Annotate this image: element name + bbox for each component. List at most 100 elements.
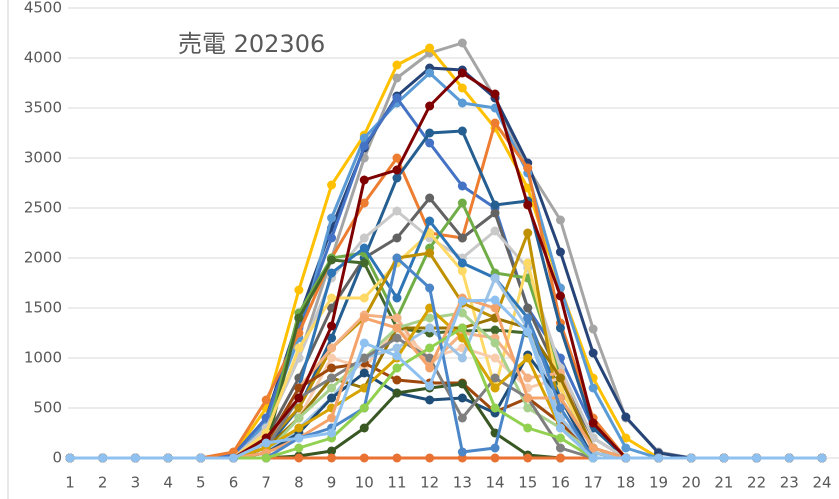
y-tick-label: 2500 [24,199,62,217]
data-point [392,363,402,373]
data-point [490,325,500,335]
data-point [98,453,108,463]
x-tick-label: 11 [387,474,406,492]
data-point [523,313,533,323]
data-point [359,403,369,413]
data-point [327,255,337,265]
x-tick-label: 9 [327,474,337,492]
data-point [228,453,238,463]
data-point [327,428,337,438]
x-tick-label: 4 [163,474,173,492]
data-point [425,313,435,323]
data-point [457,258,467,268]
data-point [392,343,402,353]
data-point [752,453,762,463]
data-point [327,293,337,303]
data-point [588,348,598,358]
data-point [327,393,337,403]
data-point [425,248,435,258]
data-point [457,68,467,78]
data-point [130,453,140,463]
data-point [555,423,565,433]
data-point [490,295,500,305]
data-point [327,321,337,331]
data-point [555,323,565,333]
data-point [294,285,304,295]
data-point [621,443,631,453]
data-point [523,327,533,337]
data-point [425,193,435,203]
x-tick-label: 16 [551,474,570,492]
data-point [327,343,337,353]
data-point [425,216,435,226]
y-tick-label: 4500 [24,0,62,17]
data-point [457,126,467,136]
y-tick-label: 3000 [24,149,62,167]
data-point [490,443,500,453]
data-point [523,403,533,413]
data-point [392,206,402,216]
y-tick-label: 500 [33,399,62,417]
x-tick-label: 1 [65,474,75,492]
data-point [490,273,500,283]
data-point [294,343,304,353]
data-point [457,323,467,333]
data-point [425,323,435,333]
y-tick-label: 1500 [24,299,62,317]
x-tick-label: 7 [261,474,271,492]
data-point [457,413,467,423]
data-point [686,453,696,463]
x-tick-label: 3 [131,474,141,492]
data-point [294,393,304,403]
data-point [490,353,500,363]
data-point [359,353,369,363]
data-point [359,383,369,393]
data-point [392,165,402,175]
series-line [70,129,822,460]
data-point [555,215,565,225]
data-point [163,453,173,463]
y-tick-label: 3500 [24,99,62,117]
data-point [523,453,533,463]
data-point [457,233,467,243]
data-point [490,200,500,210]
data-point [555,453,565,463]
series-line [70,382,822,460]
data-point [327,446,337,456]
chart-title: 売電 202306 [178,30,325,58]
data-point [425,101,435,111]
data-point [555,433,565,443]
data-point [490,373,500,383]
data-point [457,447,467,457]
data-point [327,383,337,393]
x-tick-label: 10 [355,474,374,492]
data-point [490,208,500,218]
data-point [359,313,369,323]
data-point [392,93,402,103]
data-point [425,228,435,238]
y-tick-label: 2000 [24,249,62,267]
data-point [327,363,337,373]
data-point [588,418,598,428]
data-point [425,43,435,53]
data-point [294,413,304,423]
data-point [327,213,337,223]
series-line [70,298,822,460]
data-point [359,175,369,185]
data-point [392,60,402,70]
data-point [425,68,435,78]
data-point [588,383,598,393]
data-point [327,180,337,190]
data-point [425,138,435,148]
data-point [392,73,402,83]
y-tick-label: 4000 [24,49,62,67]
data-point [490,383,500,393]
data-point [392,153,402,163]
data-point [621,433,631,443]
data-point [261,395,271,405]
data-point [457,98,467,108]
x-tick-label: 23 [780,474,799,492]
data-point [392,173,402,183]
data-point [621,412,631,422]
